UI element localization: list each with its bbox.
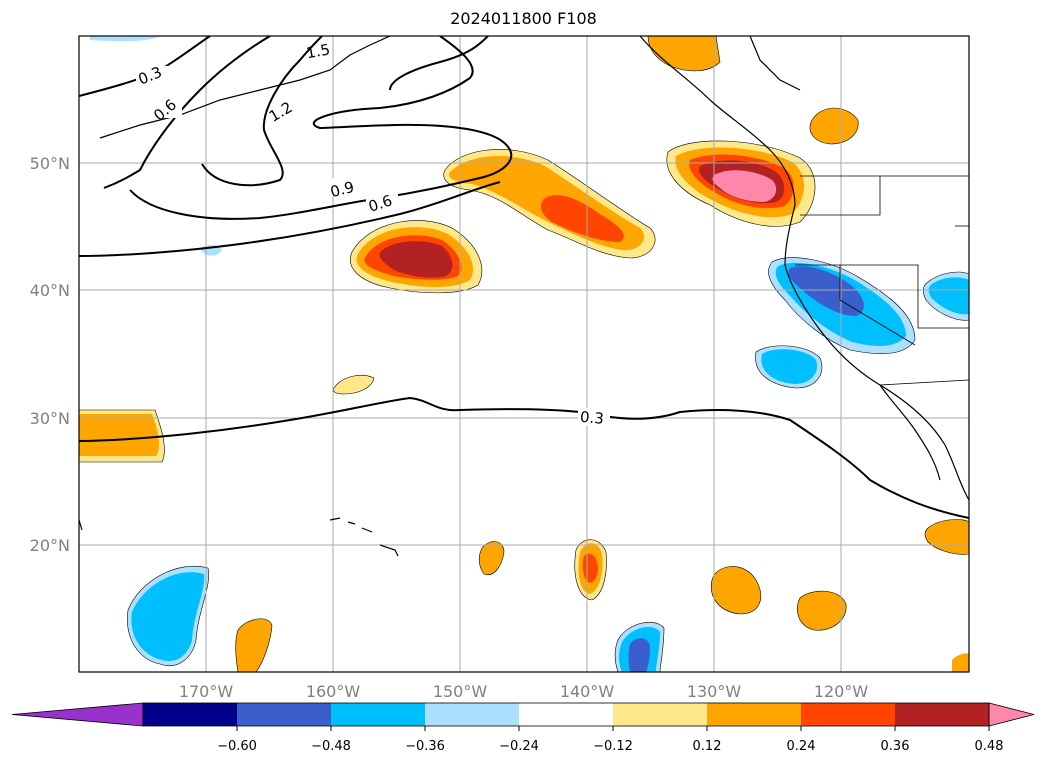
- contour-label: 1.5: [305, 40, 332, 62]
- colorbar-segment: [707, 703, 802, 726]
- lon-tick-label: 120°W: [814, 682, 869, 701]
- lat-tick-label: 50°N: [30, 154, 70, 173]
- colorbar-extend-low: [11, 702, 144, 727]
- colorbar-segment: [331, 703, 426, 726]
- lon-tick-label: 150°W: [433, 682, 488, 701]
- lat-tick-label: 20°N: [30, 536, 70, 555]
- colorbar-tick-label: 0.48: [975, 739, 1004, 754]
- borders: [795, 175, 969, 386]
- contour-label: 0.6: [150, 96, 180, 125]
- lat-tick-label: 30°N: [30, 409, 70, 428]
- colorbar-frame: [142, 702, 990, 727]
- map-frame: [78, 35, 970, 673]
- colorbar-segment: [425, 703, 520, 726]
- contour-labels: 0.3 0.6 1.2 1.5 0.9 0.6 0.3: [136, 40, 610, 428]
- colorbar-segment: [519, 703, 614, 726]
- lat-tick-labels: 20°N 30°N 40°N 50°N: [30, 154, 70, 555]
- shaded-anomalies: [79, 36, 969, 672]
- colorbar-tick-label: 0.12: [693, 739, 722, 754]
- colorbar-segment: [613, 703, 708, 726]
- lat-tick-label: 40°N: [30, 281, 70, 300]
- lon-tick-label: 170°W: [179, 682, 234, 701]
- colorbar-tick-label: −0.24: [499, 739, 539, 754]
- anomaly-positive-ne: [809, 107, 859, 145]
- colorbar-tick-label: 0.36: [881, 739, 910, 754]
- contour-label: 0.9: [328, 178, 356, 201]
- lon-tick-labels: 170°W 160°W 150°W 140°W 130°W 120°W: [179, 682, 869, 701]
- colorbar-segment: [801, 703, 896, 726]
- colorbar-tick-label: −0.12: [593, 739, 633, 754]
- colorbar-segment: [895, 703, 990, 726]
- colorbar-tick-label: 0.24: [787, 739, 816, 754]
- lon-tick-label: 140°W: [560, 682, 615, 701]
- colorbar-segment: [237, 703, 332, 726]
- colorbar-tick-label: −0.48: [311, 739, 351, 754]
- colorbar: −0.60 −0.48 −0.36 −0.24 −0.12 0.12 0.24 0.36 0.4…: [11, 702, 1035, 754]
- lon-tick-label: 160°W: [306, 682, 361, 701]
- colorbar-tick-label: −0.36: [405, 739, 445, 754]
- map-title: 2024011800 F108: [450, 9, 597, 28]
- colorbar-extend-high: [988, 702, 1035, 727]
- contour-label: 0.3: [579, 408, 604, 428]
- colorbar-tick-label: −0.60: [217, 739, 257, 754]
- colorbar-segment: [143, 703, 238, 726]
- lon-tick-label: 130°W: [687, 682, 742, 701]
